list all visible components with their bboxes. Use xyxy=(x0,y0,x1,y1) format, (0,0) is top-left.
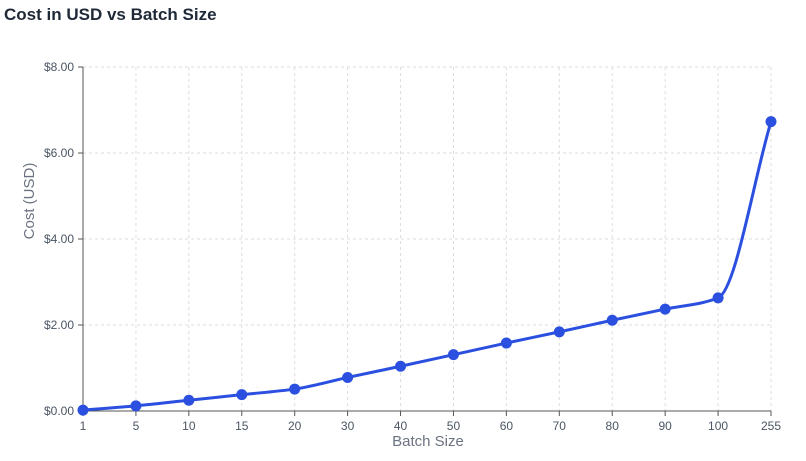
y-tick-label: $6.00 xyxy=(44,146,74,160)
data-point-30[interactable] xyxy=(342,371,354,383)
x-tick-label: 40 xyxy=(394,419,408,433)
x-tick-label: 30 xyxy=(341,419,355,433)
x-tick-label: 90 xyxy=(658,419,672,433)
x-axis-title: Batch Size xyxy=(392,433,464,450)
grid-lines xyxy=(83,66,772,411)
data-point-40[interactable] xyxy=(395,360,407,372)
y-tick-label: $4.00 xyxy=(44,232,74,246)
y-tick-label: $8.00 xyxy=(44,60,74,74)
y-axis-title: Cost (USD) xyxy=(21,163,38,240)
x-tick-label: 10 xyxy=(182,419,196,433)
y-tick-label: $2.00 xyxy=(44,318,74,332)
axes xyxy=(78,66,772,416)
x-tick-label: 80 xyxy=(606,419,620,433)
x-tick-label: 20 xyxy=(288,419,302,433)
y-tick-labels: $0.00 $2.00 $4.00 $6.00 $8.00 xyxy=(44,60,74,418)
data-point-1[interactable] xyxy=(77,404,89,416)
data-point-10[interactable] xyxy=(183,394,195,406)
x-tick-labels: 1 5 10 15 20 30 40 50 60 70 80 90 100 255 xyxy=(80,419,782,433)
series-line xyxy=(82,121,773,412)
data-point-80[interactable] xyxy=(606,314,618,326)
x-tick-label: 50 xyxy=(447,419,461,433)
x-tick-label: 5 xyxy=(133,419,140,433)
data-point-100[interactable] xyxy=(712,292,724,304)
data-point-70[interactable] xyxy=(553,326,565,338)
data-point-15[interactable] xyxy=(236,389,248,401)
data-point-90[interactable] xyxy=(659,303,671,315)
y-tick-label: $0.00 xyxy=(44,404,74,418)
x-tick-label: 70 xyxy=(553,419,567,433)
x-tick-label: 100 xyxy=(708,419,728,433)
x-tick-label: 60 xyxy=(500,419,514,433)
data-point-255[interactable] xyxy=(765,116,777,128)
x-tick-label: 255 xyxy=(761,419,781,433)
data-point-60[interactable] xyxy=(500,337,512,349)
data-point-50[interactable] xyxy=(447,349,459,361)
data-point-20[interactable] xyxy=(289,383,301,395)
data-points xyxy=(77,116,777,416)
x-tick-label: 1 xyxy=(80,419,87,433)
chart-title: Cost in USD vs Batch Size xyxy=(4,5,217,24)
x-tick-label: 15 xyxy=(235,419,249,433)
data-point-5[interactable] xyxy=(130,400,142,412)
